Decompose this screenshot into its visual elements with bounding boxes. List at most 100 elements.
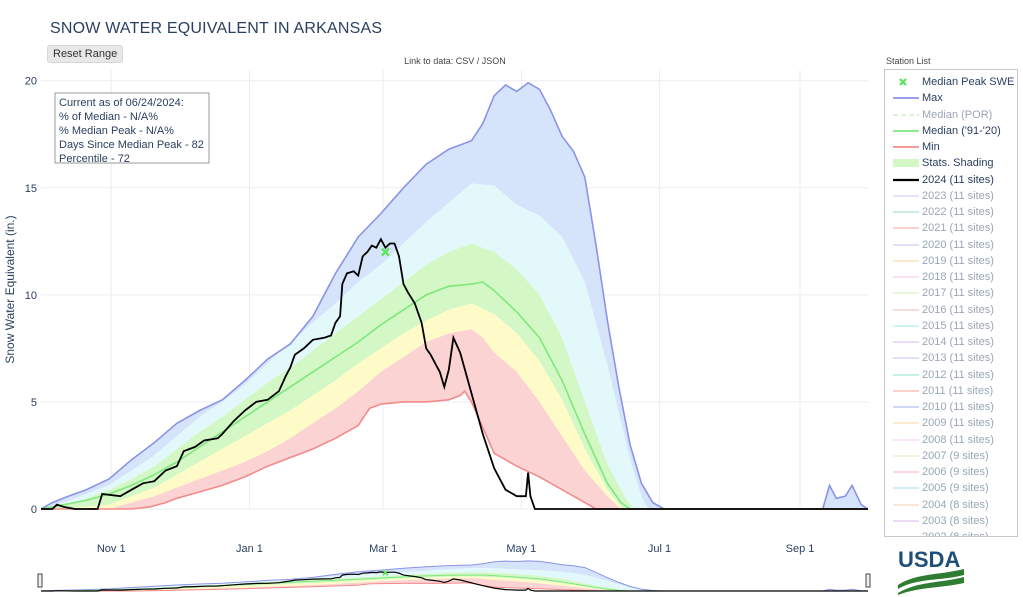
legend-item[interactable]: 2020 (11 sites) xyxy=(891,237,1017,253)
legend-item[interactable]: Max xyxy=(891,90,1017,106)
legend-item[interactable]: 2002 (8 sites) xyxy=(891,529,1017,537)
legend-symbol xyxy=(893,97,919,100)
legend-item[interactable]: 2023 (11 sites) xyxy=(891,188,1017,204)
info-box-frame xyxy=(54,92,210,164)
range-current-line xyxy=(41,571,868,592)
legend-symbol xyxy=(893,471,919,473)
legend-label: 2004 (8 sites) xyxy=(922,498,989,511)
legend-item[interactable]: 2011 (11 sites) xyxy=(891,383,1017,399)
station-legend[interactable]: Median Peak SWE Max Median (POR) Median ('9… xyxy=(884,69,1018,537)
legend-item[interactable]: 2006 (9 sites) xyxy=(891,464,1017,480)
legend-item[interactable]: Median ('91-'20) xyxy=(891,123,1017,139)
legend-label: 2024 (11 sites) xyxy=(922,173,994,186)
legend-label: 2019 (11 sites) xyxy=(922,254,994,267)
legend-label: 2015 (11 sites) xyxy=(922,319,994,332)
legend-symbol xyxy=(893,422,919,425)
info-box-line: Days Since Median Peak - 82 xyxy=(59,139,204,151)
legend-symbol xyxy=(893,487,919,490)
legend-symbol xyxy=(893,438,919,441)
legend-item[interactable]: 2014 (11 sites) xyxy=(891,334,1017,350)
legend-label: 2011 (11 sites) xyxy=(922,384,994,397)
legend-label: Max xyxy=(922,92,943,105)
legend-item[interactable]: 2009 (11 sites) xyxy=(891,415,1017,431)
range-band-p90 xyxy=(41,568,868,591)
legend-label: Stats. Shading xyxy=(922,157,994,170)
legend-item[interactable]: 2004 (8 sites) xyxy=(891,497,1017,513)
legend-label: 2002 (8 sites) xyxy=(922,531,989,537)
legend-item[interactable]: 2012 (11 sites) xyxy=(891,367,1017,383)
legend-label: 2017 (11 sites) xyxy=(922,287,994,300)
band-p30-p10 xyxy=(41,303,868,509)
legend-symbol xyxy=(893,178,919,181)
data-link-separator: / xyxy=(476,56,480,66)
legend-symbol xyxy=(893,146,919,148)
swe-chart[interactable]: Nov 1 Jan 1 Mar 1 May 1 Jul 1 Sep 1 0 5 10 15 20 Sn… xyxy=(0,0,880,597)
csv-link[interactable]: CSV xyxy=(455,56,475,66)
legend-item[interactable]: 2022 (11 sites) xyxy=(891,204,1017,220)
info-box-line: % Median Peak - N/A% xyxy=(59,125,174,137)
legend-label: 2012 (11 sites) xyxy=(922,368,994,381)
info-box-line: Percentile - 72 xyxy=(59,153,130,165)
legend-item[interactable]: Min xyxy=(891,139,1017,155)
median-peak-marker xyxy=(381,247,390,257)
legend-label: 2014 (11 sites) xyxy=(922,336,994,348)
min-line xyxy=(41,389,868,510)
legend-symbol xyxy=(893,406,919,408)
legend-item[interactable]: 2018 (11 sites) xyxy=(891,269,1017,285)
legend-item[interactable]: Median (POR) xyxy=(891,107,1017,123)
legend-item[interactable]: 2017 (11 sites) xyxy=(891,285,1017,301)
legend-item[interactable]: 2016 (11 sites) xyxy=(891,302,1017,318)
y-tick-label: 5 xyxy=(31,397,37,409)
range-band-p70 xyxy=(41,572,868,591)
legend-item[interactable]: 2003 (8 sites) xyxy=(891,513,1017,529)
legend-symbol xyxy=(893,113,919,116)
legend-symbol xyxy=(893,389,919,392)
range-handle[interactable] xyxy=(865,573,871,588)
legend-item[interactable]: 2010 (11 sites) xyxy=(891,399,1017,415)
legend-label: 2003 (8 sites) xyxy=(922,514,989,527)
legend-label: 2007 (9 sites) xyxy=(922,449,989,462)
legend-symbol xyxy=(893,129,919,132)
legend-item[interactable]: 2007 (9 sites) xyxy=(891,448,1017,464)
range-handle[interactable] xyxy=(37,573,43,588)
x-tick-label: May 1 xyxy=(506,543,536,555)
y-tick-label: 0 xyxy=(31,504,37,516)
legend-item[interactable]: 2021 (11 sites) xyxy=(891,220,1017,236)
legend-item[interactable]: 2013 (11 sites) xyxy=(891,350,1017,366)
band-p70-p30 xyxy=(41,243,868,509)
legend-item[interactable]: 2024 (11 sites) xyxy=(891,172,1017,188)
y-tick-label: 10 xyxy=(25,290,37,302)
legend-symbol xyxy=(893,159,919,168)
legend-item[interactable]: Stats. Shading xyxy=(891,155,1017,171)
legend-symbol xyxy=(893,341,919,343)
y-tick-label: 20 xyxy=(25,76,37,88)
x-tick-label: Jan 1 xyxy=(236,543,263,555)
station-list-title: Station List xyxy=(886,56,931,66)
legend-label: Median Peak SWE xyxy=(922,76,1015,88)
legend-label: 2020 (11 sites) xyxy=(922,238,994,251)
chart-title: SNOW WATER EQUIVALENT IN ARKANSAS xyxy=(50,20,383,37)
json-link[interactable]: JSON xyxy=(481,56,506,66)
legend-label: 2005 (9 sites) xyxy=(922,482,989,495)
legend-symbol xyxy=(893,324,919,327)
legend-symbol xyxy=(893,227,919,230)
info-box-line: Current as of 06/24/2024: xyxy=(59,97,184,109)
legend-item[interactable]: 2005 (9 sites) xyxy=(891,480,1017,496)
legend-item[interactable]: 2019 (11 sites) xyxy=(891,253,1017,269)
band-p90-p70 xyxy=(41,183,868,509)
legend-label: 2006 (9 sites) xyxy=(922,466,989,478)
legend-item[interactable]: 2008 (11 sites) xyxy=(891,432,1017,448)
reset-range-button[interactable]: Reset Range xyxy=(47,45,124,63)
legend-symbol xyxy=(893,308,919,311)
legend-label: Median ('91-'20) xyxy=(922,124,1001,137)
legend-item[interactable]: Median Peak SWE xyxy=(891,74,1017,90)
legend-label: Median (POR) xyxy=(922,108,993,121)
y-axis-label: Snow Water Equivalent (in.) xyxy=(3,215,17,363)
legend-item[interactable]: 2015 (11 sites) xyxy=(891,318,1017,334)
data-link-prefix: Link to data: xyxy=(404,56,454,66)
legend-label: 2022 (11 sites) xyxy=(922,206,994,218)
band-p10-min xyxy=(41,329,868,509)
legend-label: 2009 (11 sites) xyxy=(922,417,994,430)
x-tick-label: Sep 1 xyxy=(786,543,815,555)
current-year-line xyxy=(41,237,868,510)
